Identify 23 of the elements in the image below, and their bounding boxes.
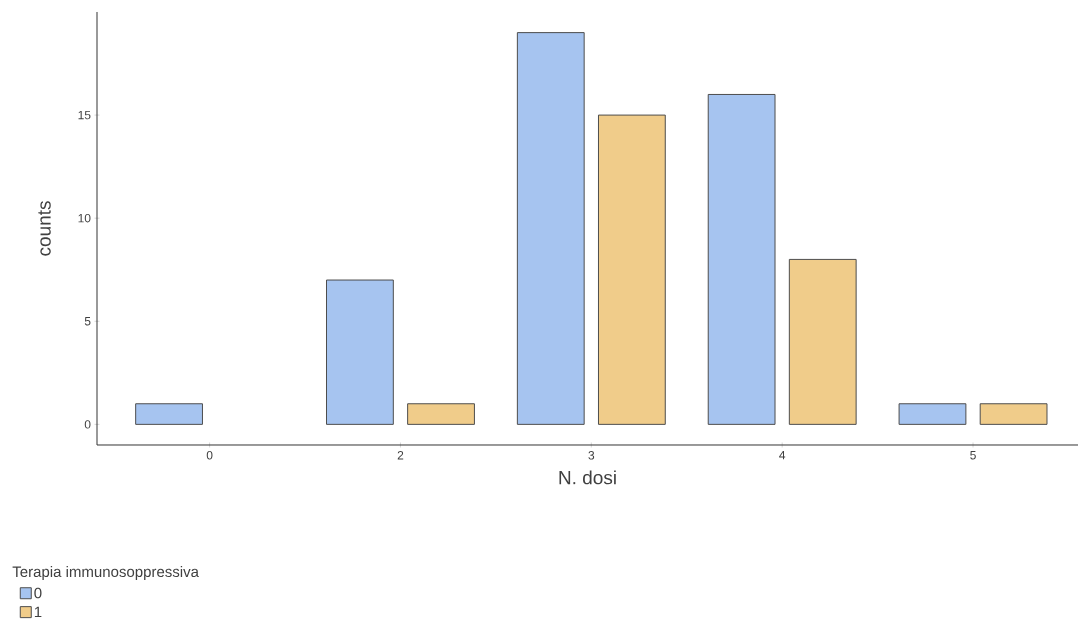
bar [979, 403, 1048, 425]
bar [407, 403, 475, 425]
x-axis-title: N. dosi [559, 470, 616, 485]
x-tick-label: 2 [397, 451, 404, 460]
bar [516, 32, 585, 425]
bar [135, 403, 203, 425]
legend-title: Terapia immunosoppressiva [12, 566, 199, 581]
bar [326, 279, 394, 425]
y-tick-label: 5 [84, 317, 91, 326]
bar [788, 258, 857, 425]
x-tick-label: 3 [588, 451, 595, 460]
bar [707, 93, 776, 425]
bar [597, 114, 666, 425]
y-axis-title: counts [38, 201, 51, 256]
y-tick-label: 15 [78, 110, 91, 120]
legend-label: 0 [34, 587, 42, 599]
x-tick-label: 5 [970, 451, 976, 460]
y-tick-label: 10 [78, 213, 91, 223]
x-tick-label: 0 [206, 451, 213, 460]
x-tick-label: 4 [779, 451, 786, 460]
y-tick-label: 0 [84, 420, 91, 429]
legend-label: 1 [34, 606, 42, 618]
bar [898, 403, 967, 425]
